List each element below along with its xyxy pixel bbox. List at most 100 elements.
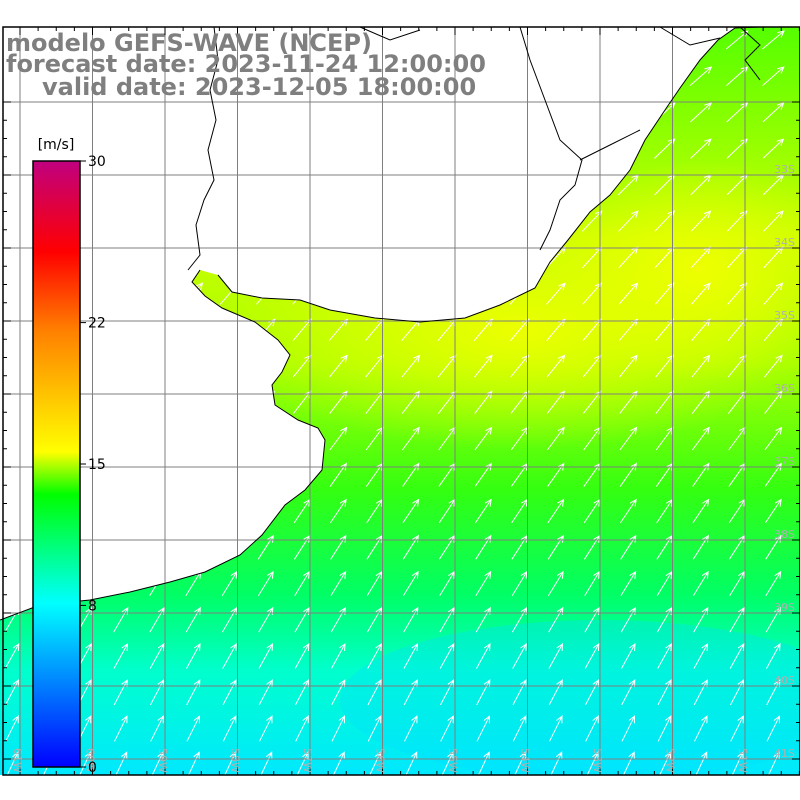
wind-arrow	[618, 282, 639, 305]
wind-arrow	[621, 715, 636, 742]
wind-arrow	[331, 751, 345, 775]
wind-arrow	[403, 679, 418, 706]
wind-arrow	[259, 715, 273, 742]
wind-arrow	[764, 498, 782, 524]
wind-arrow	[402, 570, 419, 596]
wind-arrow	[294, 642, 310, 669]
wind-arrow	[657, 679, 672, 706]
latitude-label: 37S	[774, 455, 795, 468]
wind-arrow	[186, 751, 200, 775]
wind-arrow	[763, 210, 784, 232]
wind-arrow	[690, 246, 711, 269]
wind-arrow	[259, 751, 273, 775]
wind-arrow	[730, 751, 744, 775]
wind-arrow	[730, 715, 744, 742]
wind-arrow	[726, 66, 749, 86]
wind-arrow	[331, 715, 346, 742]
wind-arrow	[294, 570, 310, 596]
latitude-label: 41S	[774, 747, 795, 760]
wind-arrow	[619, 354, 638, 378]
wind-arrow	[257, 570, 274, 596]
colorbar-tick-label: 0	[88, 760, 97, 776]
wind-arrow	[295, 715, 309, 742]
wind-arrow	[694, 715, 708, 742]
wind-arrow	[113, 642, 129, 669]
wind-arrow	[621, 751, 635, 775]
wind-arrow	[404, 715, 418, 742]
wind-arrow	[440, 715, 454, 742]
wind-arrow	[476, 715, 491, 742]
wind-arrow	[764, 354, 783, 378]
wind-arrow	[223, 751, 236, 775]
longitude-labels: 61W 60W 59W 58W 57W 56W 55W 54W 53W 52W 51W	[11, 748, 749, 773]
wind-arrow	[546, 354, 566, 378]
latitude-label: 34S	[774, 236, 795, 249]
colorbar-unit: [m/s]	[38, 137, 75, 153]
wind-arrow	[584, 570, 600, 596]
wind-arrow	[401, 354, 421, 378]
wind-arrow	[546, 426, 565, 451]
wind-arrow	[512, 642, 527, 669]
longitude-label: 59W	[156, 748, 169, 773]
colorbar-tick-label: 8	[88, 598, 97, 614]
wind-arrow	[766, 715, 781, 742]
wind-arrow	[691, 354, 711, 378]
wind-arrow	[585, 751, 599, 775]
wind-arrow	[78, 751, 91, 775]
longitude-label: 53W	[591, 748, 604, 773]
wind-arrow	[765, 570, 782, 596]
wind-arrow	[618, 210, 639, 232]
wind-arrow	[5, 679, 20, 706]
wind-arrow	[585, 679, 600, 706]
latitude-label: 39S	[774, 601, 795, 614]
graticule	[3, 27, 800, 775]
colorbar-tick-label: 30	[88, 154, 106, 170]
latitude-label: 36S	[774, 382, 795, 395]
wind-arrow	[367, 715, 382, 742]
wind-arrow	[690, 210, 712, 232]
wind-arrow	[729, 570, 745, 596]
wind-arrow	[766, 679, 781, 706]
wind-arrow	[329, 498, 347, 524]
wind-arrow	[766, 642, 781, 669]
longitude-label: 56W	[374, 748, 387, 773]
wind-arrow	[693, 679, 708, 706]
wind-arrow	[691, 390, 710, 414]
colorbar-ticks: 30 22 15 8 0	[80, 154, 106, 776]
wind-arrow	[474, 426, 493, 451]
colorbar-tick-label: 15	[88, 457, 106, 473]
wind-arrow	[221, 570, 238, 596]
wind-arrow	[475, 570, 492, 596]
wind-arrow	[656, 570, 673, 596]
wind-arrow	[621, 642, 636, 669]
wind-arrow	[150, 715, 164, 742]
wind-arrow	[694, 751, 708, 775]
latitude-label: 35S	[774, 309, 795, 322]
longitude-label: 54W	[519, 748, 532, 773]
wind-arrow	[440, 751, 454, 775]
wind-arrow	[474, 354, 493, 378]
wind-arrow	[763, 246, 784, 269]
wind-arrow	[222, 679, 237, 706]
wind-arrow	[186, 679, 201, 706]
wind-arrow	[258, 642, 274, 669]
wind-arrow	[401, 426, 420, 451]
wind-arrow	[114, 751, 128, 775]
wind-arrow	[367, 679, 382, 706]
latitude-labels: 33S 34S 35S 36S 37S 38S 39S 40S 41S	[774, 163, 795, 760]
wind-arrow	[476, 679, 491, 706]
wind-arrow	[763, 282, 784, 305]
wind-arrow	[5, 715, 19, 742]
longitude-label: 52W	[664, 748, 677, 773]
wind-arrow	[114, 715, 128, 742]
wind-arrow	[474, 390, 493, 414]
wind-arrow	[476, 751, 490, 775]
wind-arrow	[186, 715, 201, 742]
wind-arrow	[330, 570, 347, 596]
wind-arrow	[584, 642, 600, 669]
coastline	[0, 26, 761, 621]
wind-arrow	[402, 498, 420, 524]
wind-arrow	[549, 715, 563, 742]
wind-arrow	[511, 570, 528, 596]
border-ticks	[3, 27, 800, 775]
